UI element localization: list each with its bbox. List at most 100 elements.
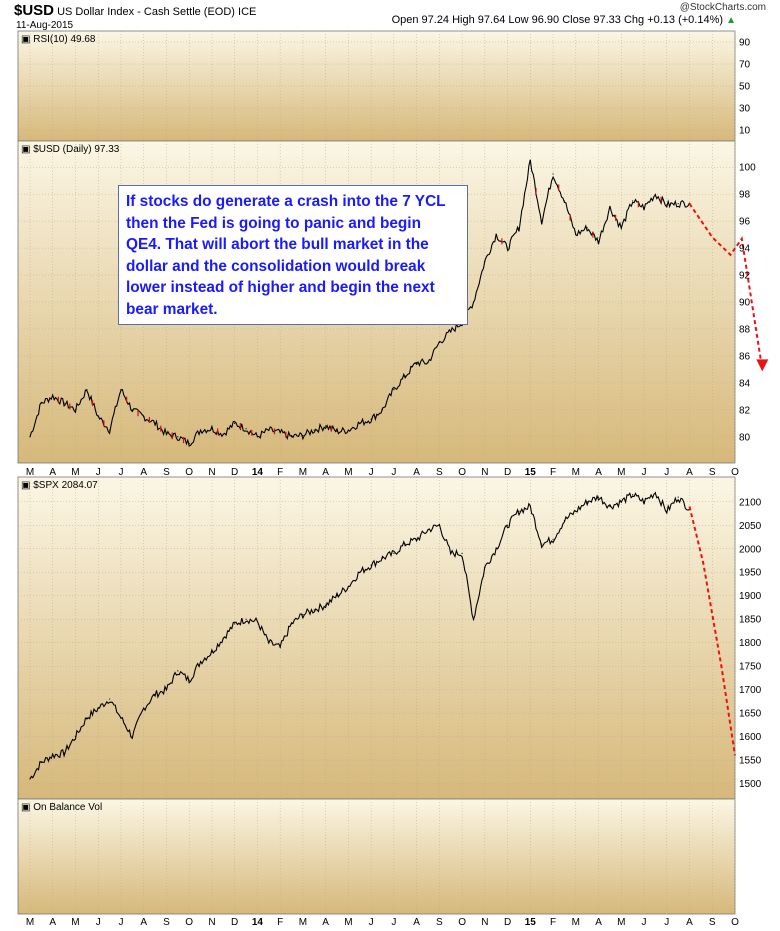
- annotation-text: If stocks do generate a crash into the 7…: [126, 193, 446, 318]
- data-point-usd: [597, 240, 600, 242]
- data-point-usd: [506, 247, 509, 249]
- x-tick-label: A: [413, 917, 420, 928]
- data-point-usd: [143, 415, 145, 418]
- x-tick-label: M: [26, 467, 34, 478]
- data-point-spx: [165, 689, 168, 691]
- data-point-spx: [52, 754, 54, 757]
- data-point-usd: [484, 260, 486, 263]
- x-tick-label: O: [185, 917, 193, 928]
- x-tick-label: N: [481, 917, 488, 928]
- data-point-spx: [222, 637, 224, 639]
- data-point-usd: [541, 220, 543, 222]
- x-tick-label: S: [709, 467, 716, 478]
- x-tick-label: M: [344, 467, 352, 478]
- x-tick-label: M: [617, 917, 625, 928]
- data-point-spx: [359, 571, 361, 573]
- data-point-spx: [632, 494, 634, 496]
- x-tick-label: A: [686, 467, 693, 478]
- data-point-usd: [677, 203, 679, 205]
- data-point-usd: [472, 301, 475, 303]
- x-tick-label: F: [277, 917, 283, 928]
- x-tick-label: O: [458, 917, 466, 928]
- y-tick-label: 1900: [739, 591, 762, 602]
- data-point-spx: [404, 543, 406, 545]
- data-point-spx: [381, 557, 384, 559]
- y-tick-label: 1700: [739, 685, 762, 696]
- stockcharts-brand[interactable]: @StockCharts.com: [679, 2, 766, 13]
- annotation-box: If stocks do generate a crash into the 7…: [118, 185, 468, 325]
- projection-line-usd: [688, 203, 764, 370]
- data-point-usd: [632, 200, 634, 202]
- panel-label-spx: ▣ $SPX 2084.07: [21, 480, 98, 491]
- data-point-usd: [347, 429, 349, 431]
- data-point-spx: [609, 505, 611, 508]
- data-point-spx: [416, 538, 418, 540]
- x-tick-label: M: [299, 917, 307, 928]
- data-point-spx: [586, 501, 588, 503]
- data-point-spx: [393, 552, 395, 555]
- data-point-usd: [495, 234, 497, 236]
- x-tick-label: O: [458, 467, 466, 478]
- x-tick-label: O: [185, 467, 193, 478]
- panel-obv: [17, 798, 736, 915]
- x-tick-label: J: [369, 917, 374, 928]
- x-tick-label: D: [231, 467, 238, 478]
- data-point-spx: [620, 501, 622, 503]
- data-point-usd: [416, 362, 418, 364]
- data-point-spx: [518, 510, 520, 512]
- x-tick-label: J: [96, 917, 101, 928]
- ohlc-stats: Open 97.24 High 97.64 Low 96.90 Close 97…: [392, 14, 736, 26]
- data-point-spx: [427, 529, 429, 531]
- data-point-spx: [29, 778, 31, 780]
- y-tick-label: 90: [739, 298, 751, 309]
- x-tick-label: A: [595, 917, 602, 928]
- data-point-spx: [666, 510, 668, 512]
- x-tick-label: A: [686, 917, 693, 928]
- data-point-usd: [154, 422, 156, 424]
- data-point-spx: [654, 491, 657, 493]
- y-tick-label: 50: [739, 82, 751, 93]
- data-point-spx: [199, 660, 202, 663]
- data-point-usd: [518, 227, 520, 229]
- x-tick-label: N: [208, 917, 215, 928]
- data-point-spx: [461, 552, 463, 555]
- x-tick-label: A: [140, 467, 147, 478]
- data-point-spx: [575, 510, 577, 512]
- data-point-usd: [620, 227, 622, 229]
- data-point-spx: [256, 620, 259, 623]
- data-point-usd: [40, 402, 42, 404]
- data-point-spx: [177, 670, 179, 672]
- x-tick-label: J: [96, 467, 101, 478]
- x-tick-label: J: [118, 467, 123, 478]
- data-point-spx: [188, 679, 190, 681]
- panel-label-obv: ▣ On Balance Vol: [21, 802, 102, 813]
- x-tick-label: S: [436, 917, 443, 928]
- x-tick-label: J: [642, 467, 647, 478]
- data-point-usd: [165, 433, 168, 435]
- x-tick-label: 15: [525, 917, 537, 928]
- y-tick-label: 96: [739, 217, 751, 228]
- data-point-spx: [643, 501, 645, 503]
- data-point-spx: [313, 609, 315, 611]
- data-point-spx: [245, 618, 247, 620]
- data-point-spx: [472, 618, 475, 620]
- y-tick-label: 100: [739, 163, 756, 174]
- x-tick-label: J: [369, 467, 374, 478]
- x-tick-label: M: [71, 467, 79, 478]
- y-tick-label: 82: [739, 405, 751, 416]
- panel-spx: [17, 476, 736, 800]
- y-tick-label: 1850: [739, 615, 762, 626]
- x-tick-label: A: [322, 917, 329, 928]
- up-arrow-icon: ▲: [726, 15, 736, 26]
- data-point-usd: [654, 193, 657, 195]
- data-point-spx: [370, 564, 372, 566]
- panel-label-usd: ▣ $USD (Daily) 97.33: [21, 144, 120, 155]
- data-point-usd: [552, 173, 554, 175]
- data-point-spx: [541, 543, 543, 545]
- x-tick-label: A: [140, 917, 147, 928]
- data-point-spx: [131, 736, 133, 738]
- y-tick-label: 10: [739, 126, 751, 137]
- data-point-usd: [211, 428, 213, 430]
- data-point-usd: [450, 331, 452, 333]
- data-point-usd: [438, 341, 440, 344]
